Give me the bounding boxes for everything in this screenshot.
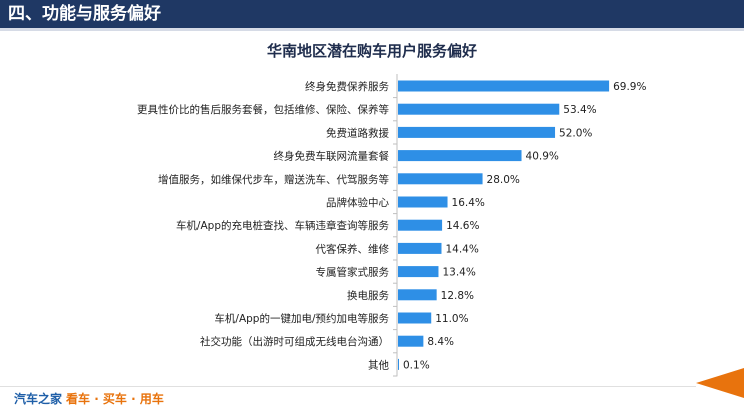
category-label: 终身免费车联网流量套餐	[274, 150, 390, 163]
bar	[398, 289, 437, 301]
header-divider	[0, 28, 744, 31]
category-label: 社交功能（出游时可组成无线电台沟通）	[200, 335, 389, 348]
value-label: 14.4%	[445, 243, 478, 255]
value-label: 52.0%	[559, 127, 592, 139]
brand-name: 汽车之家	[14, 392, 63, 406]
bar	[398, 266, 439, 278]
chart-title: 华南地区潜在购车用户服务偏好	[266, 42, 477, 60]
bar	[398, 219, 443, 231]
bar	[398, 103, 560, 115]
bar	[398, 126, 556, 138]
value-label: 12.8%	[441, 290, 474, 302]
orange-arrow-shape	[696, 368, 744, 398]
value-label: 40.9%	[526, 151, 559, 163]
value-label: 53.4%	[563, 104, 596, 116]
value-label: 11.0%	[435, 313, 468, 325]
bar	[398, 80, 610, 92]
header-bar: 四、功能与服务偏好	[0, 0, 744, 28]
bar	[398, 335, 424, 347]
bar	[398, 312, 432, 324]
value-label: 0.1%	[403, 359, 430, 371]
value-label: 69.9%	[613, 81, 646, 93]
category-label: 增值服务，如维保代步车，赠送洗车、代驾服务等	[158, 173, 389, 186]
bar	[398, 196, 448, 208]
category-label: 专属管家式服务	[316, 266, 390, 279]
footer-logo: 汽车之家 看车 · 买车 · 用车	[14, 391, 164, 407]
footer-divider	[0, 386, 696, 387]
category-label: 其他	[368, 358, 389, 371]
value-label: 14.6%	[446, 220, 479, 232]
category-label: 代客保养、维修	[316, 242, 390, 255]
value-label: 13.4%	[442, 267, 475, 279]
value-label: 8.4%	[427, 336, 454, 348]
category-label: 更具性价比的售后服务套餐，包括维修、保险、保养等	[137, 103, 389, 116]
category-label: 免费道路救援	[326, 126, 389, 139]
category-label: 车机/App的充电桩查找、车辆违章查询等服务	[176, 219, 390, 232]
bar	[398, 150, 522, 162]
bar	[398, 358, 399, 370]
page-title: 四、功能与服务偏好	[8, 4, 161, 24]
category-label: 换电服务	[347, 289, 389, 302]
brand-slogan: 看车 · 买车 · 用车	[66, 392, 164, 406]
category-label: 终身免费保养服务	[305, 80, 389, 93]
value-label: 28.0%	[487, 174, 520, 186]
category-label: 车机/App的一键加电/预约加电等服务	[214, 312, 389, 325]
category-label: 品牌体验中心	[326, 196, 389, 209]
bar	[398, 242, 442, 254]
value-label: 16.4%	[452, 197, 485, 209]
bar	[398, 173, 483, 185]
